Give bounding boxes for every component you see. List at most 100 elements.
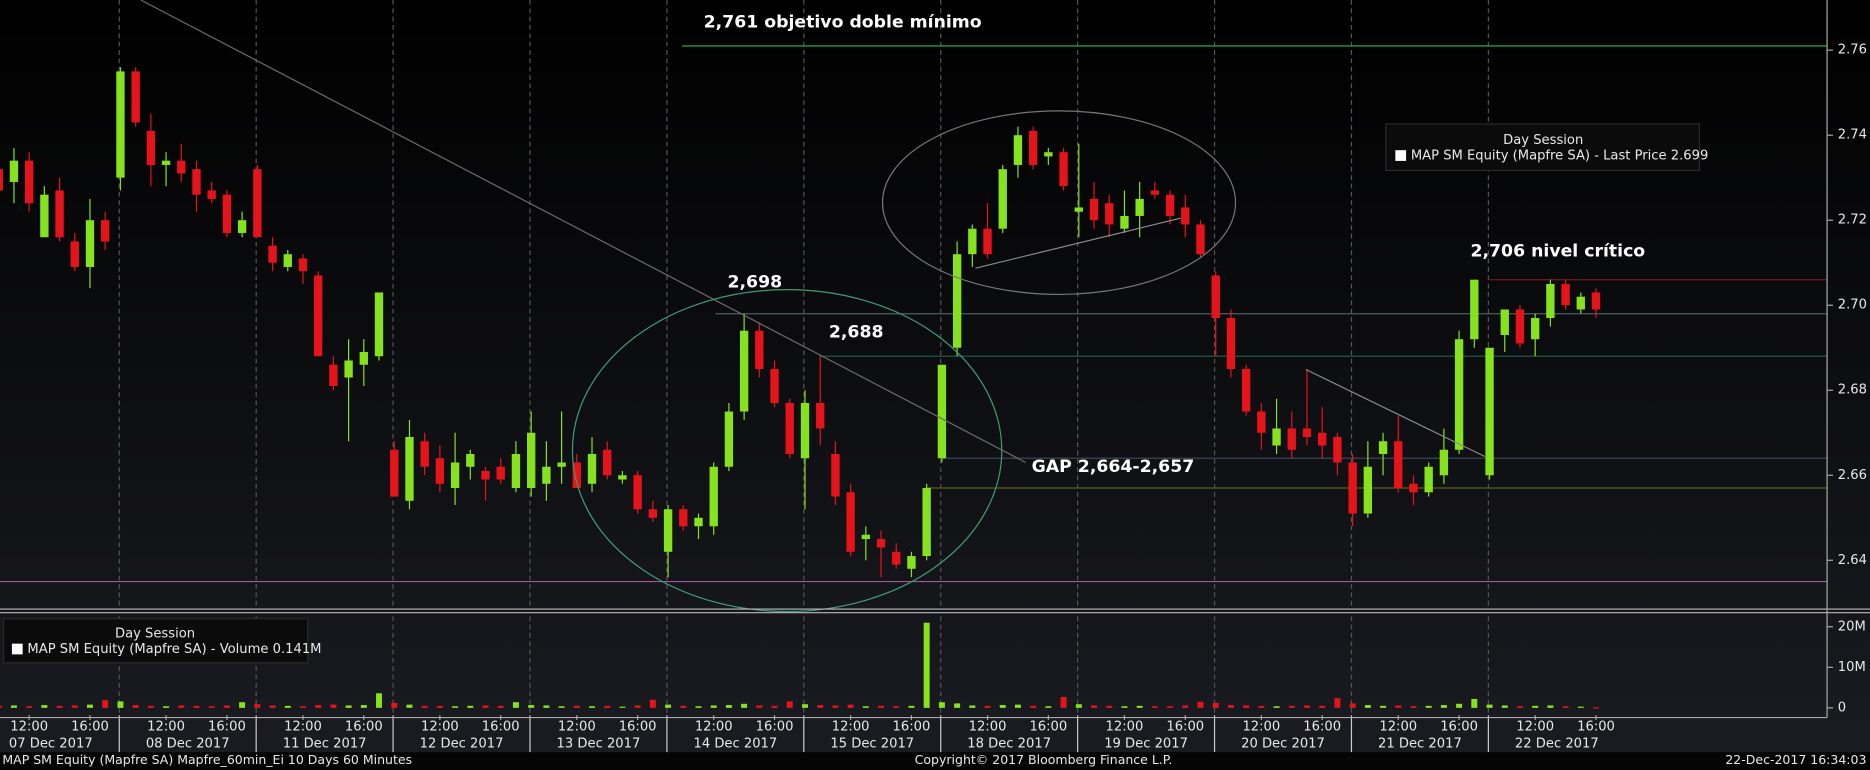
candle-body [618, 475, 627, 480]
y-tick-label: 2.66 [1838, 468, 1867, 483]
footer-center: Copyright© 2017 Bloomberg Finance L.P. [915, 752, 1173, 767]
candle-body [542, 466, 551, 484]
volume-bar [345, 705, 352, 708]
candle-body [405, 437, 414, 501]
day-label: 18 Dec 2017 [967, 736, 1051, 751]
volume-bar [1577, 706, 1584, 708]
candle-body [1196, 224, 1205, 255]
volume-bar [725, 705, 732, 708]
trend-line [975, 217, 1181, 269]
candle-body [222, 194, 232, 233]
candle-body [1500, 309, 1509, 335]
candle-body [892, 551, 901, 565]
candle-body [800, 402, 810, 459]
candle-body [1226, 317, 1236, 369]
volume-bar [1227, 705, 1234, 708]
candle-body [131, 71, 140, 123]
candle-body [253, 169, 262, 238]
day-label: 15 Dec 2017 [830, 736, 914, 751]
volume-bar [1501, 705, 1508, 708]
footer-left: MAP SM Equity (Mapfre SA) Mapfre_60min_E… [2, 752, 412, 767]
volume-bar [984, 705, 991, 708]
candle-body [907, 556, 916, 569]
candle-body [1485, 347, 1494, 476]
candle-body [40, 194, 49, 238]
candle-body [374, 292, 384, 357]
candle-body [922, 488, 931, 557]
y-tick-label: 2.76 [1838, 43, 1867, 58]
candle-body [1181, 207, 1190, 225]
volume-bar [1091, 705, 1098, 708]
volume-bar [589, 706, 595, 708]
x-tick-label: 12:00 [1516, 720, 1554, 735]
day-label: 07 Dec 2017 [9, 736, 93, 751]
candle-body [298, 258, 308, 272]
candle-body [709, 466, 718, 527]
x-tick-label: 16:00 [1303, 720, 1341, 735]
candle-body [314, 275, 323, 357]
candle-body [1241, 368, 1251, 412]
candle-body [70, 241, 79, 267]
trend-line [140, 0, 1026, 464]
day-label: 14 Dec 2017 [693, 736, 777, 751]
volume-bar [117, 701, 124, 708]
candle-body [648, 509, 658, 518]
candle-body [663, 509, 673, 552]
volume-bar [1014, 704, 1021, 708]
y-tick-label: 0 [1838, 700, 1846, 715]
candle-body [359, 351, 368, 365]
candle-body [1272, 428, 1281, 446]
legend-title: Day Session [115, 627, 195, 642]
volume-bar [710, 705, 717, 708]
candle-body [496, 466, 505, 480]
x-tick-label: 16:00 [1166, 720, 1204, 735]
candle-body [207, 190, 216, 199]
candle-body [846, 492, 855, 552]
candle-body [1546, 283, 1555, 318]
volume-bar [10, 705, 17, 708]
x-tick-label: 16:00 [482, 720, 520, 735]
volume-bar [1334, 698, 1341, 708]
candle-body [1378, 441, 1388, 455]
volume-bar [847, 704, 854, 708]
volume-bar [1288, 705, 1295, 708]
volume-bar [999, 705, 1006, 708]
candle-body [557, 462, 566, 467]
candle-body [1454, 339, 1464, 450]
volume-bar [573, 705, 580, 708]
candle-body [116, 71, 125, 178]
candle-body [952, 254, 962, 348]
volume-bar [1593, 707, 1599, 709]
x-tick-label: 16:00 [756, 720, 794, 735]
candle-body [603, 449, 612, 476]
x-tick-label: 12:00 [421, 720, 459, 735]
x-tick-label: 16:00 [1440, 720, 1478, 735]
legend-entry: MAP SM Equity (Mapfre SA) - Volume 0.141… [27, 642, 321, 657]
candle-body [1333, 437, 1342, 463]
volume-bar [1547, 705, 1554, 708]
volume-bar [634, 705, 641, 708]
candle-body [770, 368, 779, 403]
candle-body [466, 454, 475, 467]
candle-body [1363, 466, 1373, 514]
x-tick-label: 12:00 [10, 720, 48, 735]
candle-body [1348, 462, 1357, 514]
volume-bar [1121, 706, 1128, 708]
candle-body [724, 411, 734, 467]
candle-body [1424, 466, 1433, 493]
candle-body [1044, 152, 1053, 157]
volume-bar [543, 705, 550, 708]
volume-bar [1182, 705, 1189, 708]
volume-bar [695, 706, 702, 708]
volume-bar [193, 705, 200, 708]
x-tick-label: 16:00 [619, 720, 657, 735]
candle-body [1302, 428, 1312, 438]
candle-body [1150, 190, 1160, 195]
volume-bar [41, 705, 48, 708]
candle-body [816, 402, 825, 429]
candle-body [1561, 283, 1570, 306]
volume-bar [817, 705, 824, 708]
candle-body [1576, 296, 1585, 310]
candle-body [237, 220, 247, 233]
volume-bar [299, 706, 306, 708]
